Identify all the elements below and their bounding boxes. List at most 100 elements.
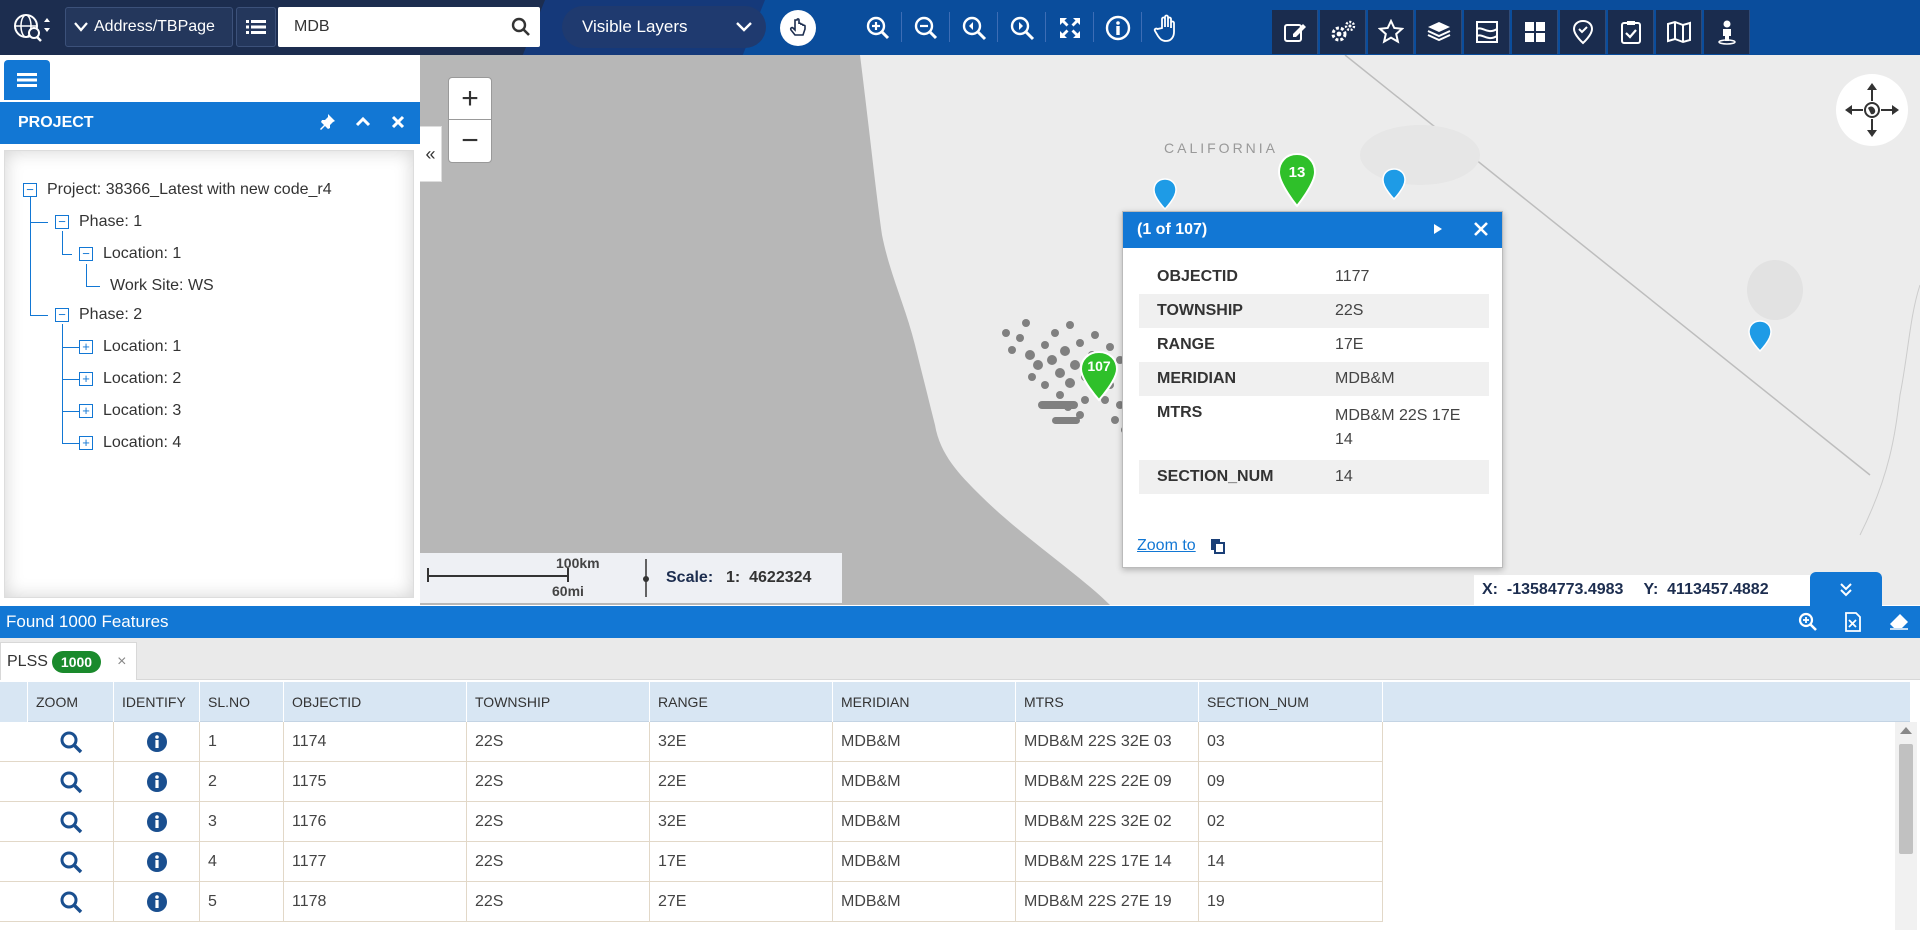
grid-header-objectid[interactable]: OBJECTID — [284, 682, 467, 722]
table-row[interactable]: 2 1175 22S 22E MDB&M MDB&M 22S 22E 09 09 — [0, 762, 1383, 802]
popup-title: (1 of 107) — [1137, 221, 1208, 238]
full-extent-tool[interactable] — [1052, 10, 1088, 46]
tree-node-phase1-location-1[interactable]: − Location: 1 — [79, 243, 181, 265]
layers-stack-icon — [1427, 22, 1450, 42]
next-feature-icon[interactable] — [1432, 222, 1444, 236]
row-identify-button[interactable] — [114, 762, 200, 802]
chevron-up-icon[interactable] — [354, 113, 372, 131]
grid-header-sl-no[interactable]: SL.NO — [200, 682, 284, 722]
tree-node-project[interactable]: − Project: 38366_Latest with new code_r4 — [23, 179, 332, 201]
cluster-marker-107[interactable]: 107 — [1079, 350, 1119, 402]
grid-header-range[interactable]: RANGE — [650, 682, 833, 722]
tree-node-phase2-location-3[interactable]: + Location: 3 — [79, 400, 181, 422]
results-grid: ZOOM IDENTIFY SL.NO OBJECTID TOWNSHIP RA… — [0, 682, 1920, 930]
collapse-minus-icon[interactable]: − — [55, 308, 69, 322]
tree-node-phase2-location-1[interactable]: + Location: 1 — [79, 336, 181, 358]
checklist-button[interactable] — [1608, 10, 1654, 54]
globe-search-mode-button[interactable] — [8, 6, 54, 48]
street-view-button[interactable] — [1704, 10, 1750, 54]
visible-layers-dropdown[interactable]: Visible Layers — [562, 6, 766, 48]
expand-plus-icon[interactable]: + — [79, 340, 93, 354]
scroll-up-arrow-icon[interactable] — [1900, 727, 1912, 734]
row-zoom-button[interactable] — [28, 802, 114, 842]
map-zoom-out-button[interactable]: − — [461, 124, 479, 157]
identify-pointer-button[interactable] — [780, 10, 816, 46]
row-zoom-button[interactable] — [28, 722, 114, 762]
row-identify-button[interactable] — [114, 722, 200, 762]
zoom-to-link[interactable]: Zoom to — [1137, 537, 1196, 554]
grid-header-meridian[interactable]: MERIDIAN — [833, 682, 1016, 722]
expand-plus-icon[interactable]: + — [79, 436, 93, 450]
tree-node-phase2-location-4[interactable]: + Location: 4 — [79, 432, 181, 454]
legend-button[interactable] — [1464, 10, 1510, 54]
expand-plus-icon[interactable]: + — [79, 372, 93, 386]
map-pan-control[interactable] — [1836, 74, 1908, 146]
search-input[interactable] — [278, 9, 501, 45]
pan-tool[interactable] — [1148, 10, 1184, 46]
tree-node-phase-1[interactable]: − Phase: 1 — [55, 211, 142, 233]
collapse-minus-icon[interactable]: − — [55, 215, 69, 229]
pin-icon[interactable] — [318, 113, 336, 131]
grid-header-zoom[interactable]: ZOOM — [28, 682, 114, 722]
zoom-in-tool[interactable] — [860, 10, 896, 46]
grid-header-section-num[interactable]: SECTION_NUM — [1199, 682, 1383, 722]
export-excel-icon[interactable] — [1844, 612, 1862, 632]
basemap-button[interactable] — [1656, 10, 1702, 54]
zoom-previous-tool[interactable] — [956, 10, 992, 46]
widgets-button[interactable] — [1512, 10, 1558, 54]
info-icon — [146, 852, 167, 872]
eraser-clear-icon[interactable] — [1888, 612, 1910, 630]
grid-header-township[interactable]: TOWNSHIP — [467, 682, 650, 722]
table-row[interactable]: 5 1178 22S 27E MDB&M MDB&M 22S 27E 19 19 — [0, 882, 1383, 922]
row-zoom-button[interactable] — [28, 842, 114, 882]
row-identify-button[interactable] — [114, 882, 200, 922]
tree-node-label: Phase: 2 — [79, 306, 143, 323]
menu-tab-button[interactable] — [4, 60, 50, 100]
row-identify-button[interactable] — [114, 802, 200, 842]
table-row[interactable]: 3 1176 22S 32E MDB&M MDB&M 22S 32E 02 02 — [0, 802, 1383, 842]
zoom-out-tool[interactable] — [908, 10, 944, 46]
search-list-button[interactable] — [236, 7, 276, 47]
identify-tool[interactable] — [1100, 10, 1136, 46]
zoom-to-all-icon[interactable] — [1798, 612, 1818, 632]
table-row[interactable]: 4 1177 22S 17E MDB&M MDB&M 22S 17E 14 14 — [0, 842, 1383, 882]
settings-button[interactable] — [1320, 10, 1366, 54]
row-zoom-button[interactable] — [28, 762, 114, 802]
expand-plus-icon[interactable]: + — [79, 404, 93, 418]
tab-plss[interactable]: PLSS 1000 × — [0, 642, 137, 680]
row-zoom-button[interactable] — [28, 882, 114, 922]
popup-row: TOWNSHIP 22S — [1139, 294, 1489, 328]
map-zoom-in-button[interactable]: + — [449, 78, 491, 120]
edit-button[interactable] — [1272, 10, 1318, 54]
project-panel-header: PROJECT — [0, 102, 420, 144]
close-icon[interactable] — [1472, 220, 1490, 238]
grid-header-mtrs[interactable]: MTRS — [1016, 682, 1199, 722]
row-identify-button[interactable] — [114, 842, 200, 882]
cluster-marker-13[interactable]: 13 — [1277, 152, 1317, 208]
collapse-minus-icon[interactable]: − — [79, 247, 93, 261]
tree-node-phase-2[interactable]: − Phase: 2 — [55, 304, 142, 326]
close-icon[interactable] — [390, 113, 406, 131]
grid-header-identify[interactable]: IDENTIFY — [114, 682, 200, 722]
scrollbar-thumb[interactable] — [1899, 744, 1913, 854]
zoom-next-tool[interactable] — [1004, 10, 1040, 46]
location-check-button[interactable] — [1560, 10, 1606, 54]
layers-button[interactable] — [1416, 10, 1462, 54]
favorites-button[interactable] — [1368, 10, 1414, 54]
results-toggle-tab[interactable] — [1810, 572, 1882, 606]
map-marker-icon[interactable] — [1748, 320, 1772, 352]
map-marker-icon[interactable] — [1153, 178, 1177, 210]
search-icon[interactable] — [501, 17, 540, 37]
collapse-minus-icon[interactable]: − — [23, 183, 37, 197]
map-marker-icon[interactable] — [1382, 168, 1406, 200]
tree-connector — [62, 231, 63, 255]
copy-icon[interactable] — [1210, 538, 1226, 554]
cell-section: 03 — [1199, 722, 1383, 762]
tree-node-phase2-location-2[interactable]: + Location: 2 — [79, 368, 181, 390]
collapse-panel-tab[interactable]: « — [420, 126, 442, 182]
address-dropdown-button[interactable]: Address/TBPage — [65, 7, 233, 47]
grid-scrollbar[interactable] — [1895, 722, 1917, 930]
tree-node-work-site[interactable]: Work Site: WS — [110, 275, 214, 297]
close-tab-icon[interactable]: × — [117, 652, 127, 670]
table-row[interactable]: 1 1174 22S 32E MDB&M MDB&M 22S 32E 03 03 — [0, 722, 1383, 762]
